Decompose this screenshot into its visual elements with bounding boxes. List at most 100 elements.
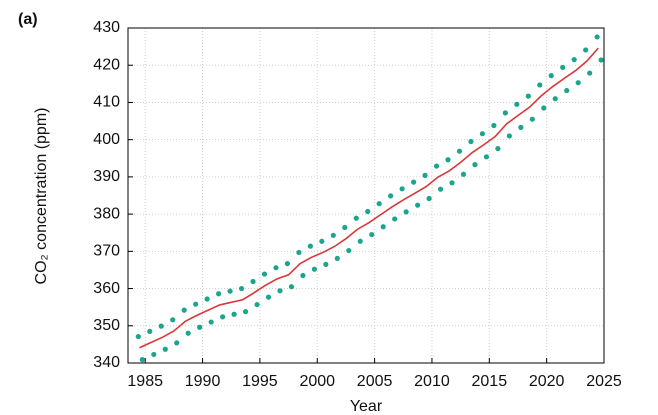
y-tick-label: 360 [93,280,120,297]
data-point [147,328,153,334]
y-tick-label: 400 [93,131,120,148]
data-point [238,285,245,292]
data-point [502,110,508,116]
data-point [162,346,168,352]
data-point [323,261,329,267]
data-point [392,216,398,222]
x-tick-label: 2025 [586,373,622,390]
data-point [411,179,417,185]
data-point [330,232,336,238]
data-point [491,122,497,129]
data-point [265,294,272,300]
data-point [193,301,199,307]
data-point [594,34,600,40]
data-point [185,330,191,336]
y-tick-label: 430 [93,19,120,36]
data-point [468,138,474,145]
data-point [529,116,535,122]
x-tick-label: 2000 [299,373,335,390]
data-point [537,82,543,88]
data-point [495,146,501,152]
data-point [415,202,421,208]
data-point [518,124,524,130]
data-point [300,272,306,279]
data-point [307,243,313,249]
x-tick-label: 2020 [529,373,565,390]
data-point [564,87,570,94]
data-point [151,351,157,358]
data-point [445,157,451,163]
data-point [220,314,226,320]
data-point [296,249,302,256]
data-point [483,154,490,160]
data-point [227,288,233,294]
data-point [525,93,531,99]
data-point [174,340,180,346]
data-point [369,231,375,238]
x-axis-label: Year [350,398,383,415]
y-tick-label: 340 [93,354,120,371]
data-point [403,209,409,215]
data-point [250,278,256,285]
data-point [575,80,581,86]
data-point [197,324,203,330]
data-point [560,64,566,71]
data-point [472,162,478,168]
x-tick-label: 2010 [414,373,450,390]
data-point [376,201,382,207]
data-point [254,301,260,308]
y-tick-label: 390 [93,168,120,185]
data-point [135,333,141,340]
data-point [288,284,295,290]
data-point [552,96,558,102]
data-point [311,266,317,272]
y-tick-label: 420 [93,56,120,73]
x-tick-label: 1995 [242,373,278,390]
x-tick-label: 1990 [185,373,221,390]
data-point [139,357,145,363]
data-point [399,186,405,192]
data-point [342,224,348,231]
x-tick-label: 2015 [472,373,508,390]
data-point [208,319,214,325]
data-point [460,171,467,177]
data-point [181,307,187,313]
data-point [380,224,386,230]
data-point [426,195,432,202]
panel-label: (a) [18,11,38,28]
data-point [365,208,371,215]
data-point [583,47,589,53]
data-point [357,238,363,244]
data-point [334,255,340,262]
data-point [479,131,486,137]
data-point [506,133,512,139]
y-tick-label: 350 [93,317,120,334]
data-point [284,261,291,267]
data-point [242,309,249,315]
data-point [261,271,268,277]
data-point [598,57,604,63]
trend-line [139,47,599,349]
data-point [587,70,593,76]
data-point [216,291,222,297]
x-tick-label: 1985 [127,373,163,390]
data-point [433,163,440,169]
y-tick-label: 410 [93,94,120,111]
data-point [277,288,283,294]
y-axis-label: CO₂ concentration (ppm) [33,108,50,285]
plot-frame [127,27,605,364]
data-point [158,323,164,329]
data-point [319,238,325,244]
data-point [204,296,210,302]
data-point [449,180,455,186]
y-tick-label: 380 [93,205,120,222]
data-point [548,73,554,79]
y-tick-label: 370 [93,243,120,260]
data-point [541,105,547,111]
data-point [456,148,463,154]
data-point [170,317,176,323]
data-point [273,265,279,271]
data-point [422,172,428,178]
data-point [571,57,577,63]
